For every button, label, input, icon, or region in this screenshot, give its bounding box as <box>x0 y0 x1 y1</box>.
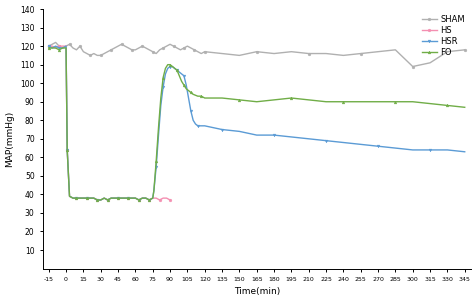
HSR <box>46 44 51 48</box>
SHAM <box>91 52 97 55</box>
HS <box>60 44 65 48</box>
FO <box>101 196 107 200</box>
FO <box>461 105 466 109</box>
FO <box>169 65 175 68</box>
HS <box>80 196 86 200</box>
SHAM <box>174 46 179 50</box>
HS <box>146 198 152 202</box>
HSR <box>444 148 449 152</box>
HSR <box>125 196 131 200</box>
HS <box>149 196 155 200</box>
HS <box>91 196 97 200</box>
HS <box>153 196 159 200</box>
HS <box>125 196 131 200</box>
FO <box>98 198 103 202</box>
SHAM <box>53 40 59 44</box>
FO <box>357 100 363 104</box>
SHAM <box>160 46 166 50</box>
HS <box>143 196 149 200</box>
HSR <box>169 65 175 68</box>
SHAM <box>122 44 128 48</box>
Line: HS: HS <box>47 45 171 201</box>
HS <box>160 196 166 200</box>
Legend: SHAM, HS, HSR, FO: SHAM, HS, HSR, FO <box>419 13 466 59</box>
FO <box>167 63 173 66</box>
HS <box>56 44 62 48</box>
HS <box>94 198 100 202</box>
Line: HSR: HSR <box>47 45 465 201</box>
HS <box>70 196 76 200</box>
HSR <box>94 198 100 202</box>
HS <box>108 196 114 200</box>
HS <box>115 196 120 200</box>
HSR <box>122 196 128 200</box>
HS <box>67 194 72 198</box>
SHAM <box>46 44 51 48</box>
HS <box>163 196 169 200</box>
HS <box>46 44 51 48</box>
HS <box>84 196 89 200</box>
Line: FO: FO <box>47 47 465 201</box>
HS <box>111 196 117 200</box>
HS <box>77 196 83 200</box>
SHAM <box>461 48 466 52</box>
SHAM <box>98 53 103 57</box>
HS <box>101 196 107 200</box>
SHAM <box>340 53 346 57</box>
HS <box>53 46 59 50</box>
X-axis label: Time(min): Time(min) <box>233 288 279 297</box>
HS <box>63 44 69 48</box>
FO <box>94 198 100 202</box>
FO <box>143 196 149 200</box>
HS <box>122 196 128 200</box>
HS <box>49 44 55 48</box>
HSR <box>87 196 93 200</box>
Y-axis label: MAP(mmHg): MAP(mmHg) <box>6 111 15 167</box>
HS <box>136 198 141 202</box>
HS <box>167 198 173 202</box>
HS <box>87 196 93 200</box>
HS <box>64 148 70 152</box>
HSR <box>63 44 69 48</box>
HSR <box>461 150 466 154</box>
HS <box>139 196 145 200</box>
HS <box>119 196 124 200</box>
HS <box>98 198 103 202</box>
FO <box>46 46 51 50</box>
HS <box>105 198 110 202</box>
Line: SHAM: SHAM <box>47 41 465 68</box>
HS <box>157 198 162 202</box>
HS <box>129 196 135 200</box>
SHAM <box>409 65 415 68</box>
HS <box>132 196 138 200</box>
HS <box>73 196 79 200</box>
